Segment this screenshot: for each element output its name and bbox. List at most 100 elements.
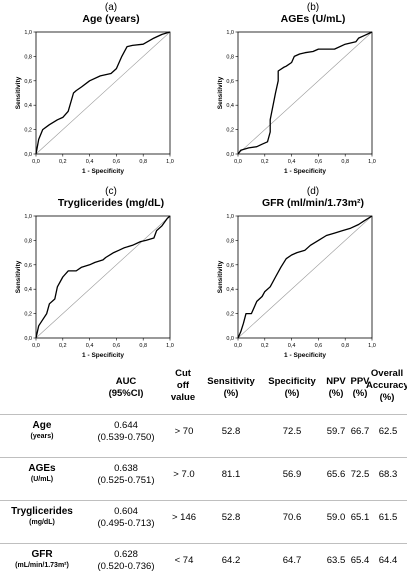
npv-cell: 59.0 — [326, 512, 346, 523]
x-tick-label: 0,6 — [113, 343, 121, 349]
x-tick-label: 0,4 — [86, 343, 94, 349]
cutoff-cell: < 74 — [174, 555, 194, 566]
y-tick-label: 0,8 — [24, 238, 32, 244]
x-tick-label: 1,0 — [368, 343, 376, 349]
auc-ci: (0.520-0.736) — [97, 560, 155, 572]
roc-plot-triglycerides: 0,00,0 0,2 0,2 0,4 0,4 0,6 0,6 0,8 0,8 1,0 1,0 1 - … — [15, 214, 174, 359]
header-auc: AUC (95%CI) — [108, 376, 144, 399]
accuracy-cell: 68.3 — [378, 469, 398, 480]
x-tick-label: 0,0 — [234, 343, 242, 349]
row-unit: (years) — [30, 432, 54, 440]
chart-title: GFR (ml/min/1.73m²) — [261, 197, 365, 209]
x-tick-label: 0,8 — [139, 343, 147, 349]
header-ppv: PPV (%) — [350, 376, 370, 399]
cutoff-cell: > 146 — [171, 512, 197, 523]
y-tick-label: 0,6 — [24, 263, 32, 269]
auc-cell: 0.644 (0.539-0.750) — [84, 420, 168, 444]
y-tick-label: 0,6 — [24, 79, 32, 85]
accuracy-cell: 62.5 — [378, 426, 398, 437]
y-axis-label: Sensitivity — [217, 76, 224, 109]
x-tick-label: 0,4 — [86, 159, 94, 165]
x-tick-label: 0,8 — [341, 343, 349, 349]
x-axis-label: 1 - Specificity — [82, 168, 124, 175]
roc-panel-ages: (b) AGEs (U/mL) 0,0 0,0 0,2 0,2 0,4 0,4 0,6 0,6… — [212, 2, 407, 182]
roc-panel-gfr: (d) GFR (ml/min/1.73m²) 0,0 0,0 0,2 0,2 0,4 0… — [212, 186, 407, 366]
auc-value: 0.628 — [114, 549, 138, 560]
x-tick-label: 0,0 — [234, 159, 242, 165]
panel-label: (c) — [105, 186, 117, 197]
sensitivity-cell: 52.8 — [221, 426, 241, 437]
row-unit: (mg/dL) — [29, 518, 55, 526]
plot-frame — [237, 31, 373, 155]
auc-ci: (0.525-0.751) — [97, 474, 155, 486]
reference-diagonal — [237, 215, 373, 339]
x-tick-label: 0,8 — [341, 159, 349, 165]
x-tick-label: 0,2 — [261, 159, 269, 165]
x-tick-label: 0,0 — [32, 159, 40, 165]
plot-frame — [35, 215, 171, 339]
chart-title: Age (years) — [82, 13, 140, 25]
x-tick-label: 1,0 — [166, 343, 174, 349]
row-name: Tryglicerides — [11, 506, 73, 517]
x-tick-label: 0,6 — [315, 343, 323, 349]
table-row: AGEs (U/mL) 0.638 (0.525-0.751) > 7.0 81… — [0, 461, 407, 499]
header-sensitivity: Sensitivity (%) — [207, 376, 255, 399]
ppv-cell: 72.5 — [350, 469, 370, 480]
auc-ci: (0.539-0.750) — [97, 431, 155, 443]
x-axis-label: 1 - Specificity — [284, 168, 326, 175]
panel-label: (b) — [306, 2, 320, 13]
x-tick-label: 0,2 — [261, 343, 269, 349]
x-tick-label: 1,0 — [166, 159, 174, 165]
auc-value: 0.604 — [114, 506, 138, 517]
y-axis-label: Sensitivity — [15, 76, 22, 109]
x-tick-label: 0,4 — [288, 343, 296, 349]
ppv-cell: 66.7 — [350, 426, 370, 437]
y-tick-label: 0,8 — [226, 238, 234, 244]
y-tick-label: 0,8 — [226, 54, 234, 60]
y-tick-label: 0,4 — [226, 103, 234, 109]
table-row: GFR (mL/min/1.73m²) 0.628 (0.520-0.736) … — [0, 547, 407, 585]
auc-cell: 0.628 (0.520-0.736) — [84, 549, 168, 573]
y-tick-label: 0,4 — [24, 287, 32, 293]
y-tick-label: 0,0 — [226, 336, 234, 342]
roc-panel-age: (a) Age (years) 0,0 0,0 0,2 0,2 0,4 0,4 0,6 0,6… — [10, 2, 210, 182]
x-tick-label: 0,4 — [288, 159, 296, 165]
sensitivity-cell: 52.8 — [221, 512, 241, 523]
auc-cell: 0.604 (0.495-0.713) — [84, 506, 168, 530]
plot-frame — [35, 31, 171, 155]
y-tick-label: 0,6 — [226, 263, 234, 269]
y-tick-label: 1,0 — [226, 30, 234, 36]
reference-diagonal — [237, 31, 373, 155]
specificity-cell: 56.9 — [282, 469, 302, 480]
auc-value: 0.638 — [114, 463, 138, 474]
chart-title: AGEs (U/mL) — [280, 13, 346, 25]
row-label: Age (years) — [0, 420, 84, 441]
header-npv: NPV (%) — [326, 376, 346, 399]
y-tick-label: 0,4 — [24, 103, 32, 109]
row-name: AGEs — [28, 463, 56, 474]
x-tick-label: 0,0 — [32, 343, 40, 349]
x-tick-label: 0,6 — [113, 159, 121, 165]
roc-plot-age: 0,00,0 0,2 0,2 0,4 0,4 0,6 0,6 0,8 0,8 1,0 1,0 1 - … — [15, 30, 174, 175]
chart-title: Tryglicerides (mg/dL) — [57, 197, 165, 209]
header-cutoff: Cut off value — [170, 368, 196, 403]
x-axis-label: 1 - Specificity — [82, 352, 124, 359]
cutoff-cell: > 7.0 — [173, 469, 195, 480]
npv-cell: 63.5 — [326, 555, 346, 566]
sensitivity-cell: 64.2 — [221, 555, 241, 566]
y-tick-label: 0,0 — [226, 152, 234, 158]
table-row: Tryglicerides (mg/dL) 0.604 (0.495-0.713… — [0, 504, 407, 542]
roc-curve — [237, 215, 373, 339]
specificity-cell: 72.5 — [282, 426, 302, 437]
roc-curve — [237, 31, 373, 155]
y-tick-label: 0,8 — [24, 54, 32, 60]
roc-plot-ages: 0,00,0 0,2 0,2 0,4 0,4 0,6 0,6 0,8 0,8 1,0 1,0 1 - … — [217, 30, 376, 175]
roc-curve — [35, 215, 171, 339]
roc-panel-triglycerides: (c) Tryglicerides (mg/dL) 0,0 0,0 0,2 0,2 0,… — [10, 186, 210, 366]
npv-cell: 65.6 — [326, 469, 346, 480]
header-specificity: Specificity (%) — [268, 376, 316, 399]
sensitivity-cell: 81.1 — [221, 469, 241, 480]
y-axis-label: Sensitivity — [217, 260, 224, 293]
accuracy-cell: 64.4 — [378, 555, 398, 566]
y-tick-label: 1,0 — [24, 30, 32, 36]
